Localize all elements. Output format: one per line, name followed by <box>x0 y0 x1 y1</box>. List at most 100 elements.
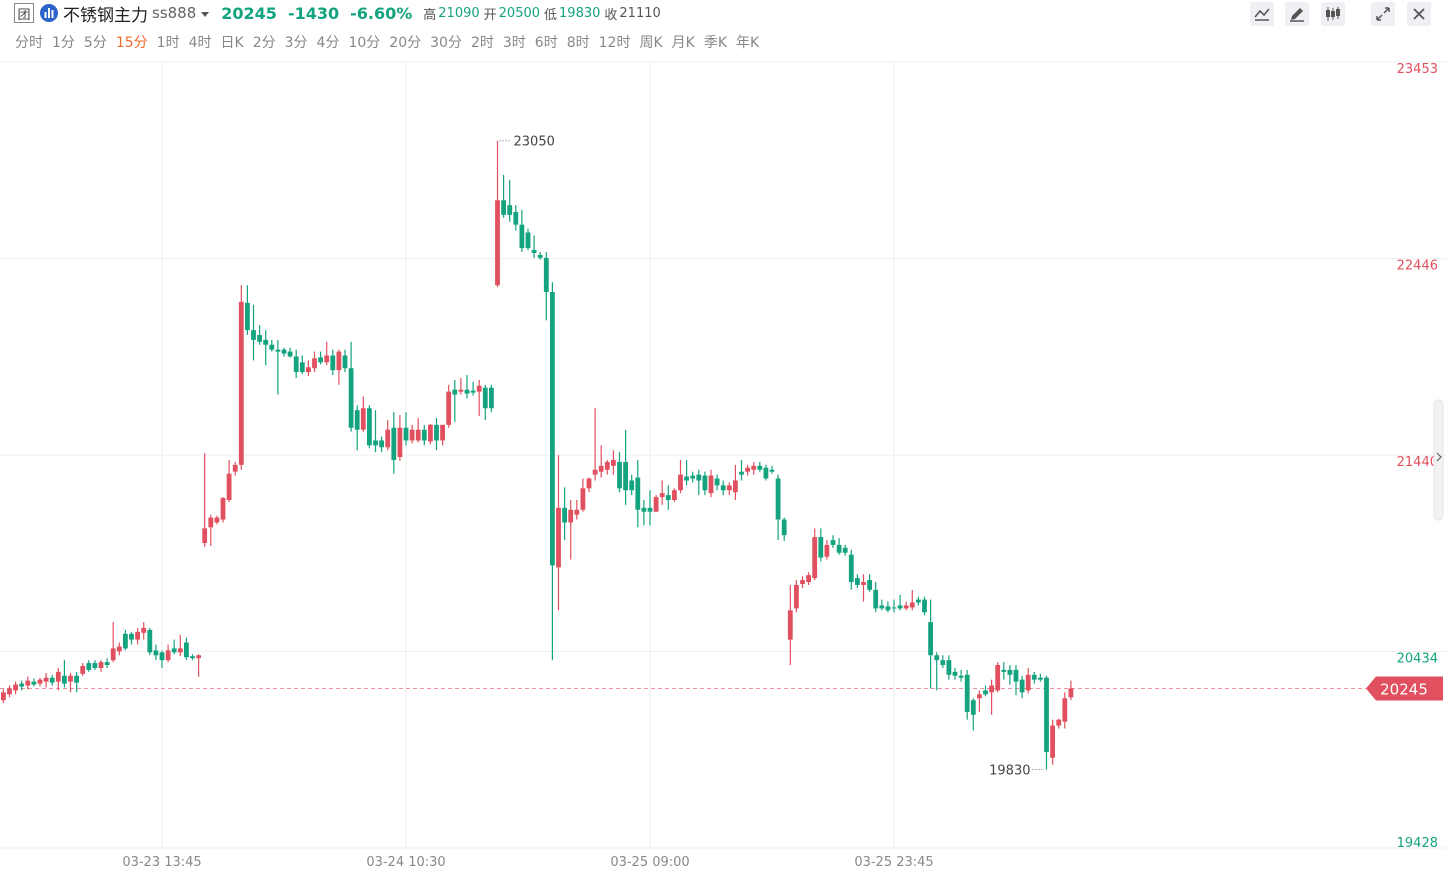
period-tab[interactable]: 月K <box>671 35 695 51</box>
candle-body <box>861 582 866 585</box>
y-tick-label: 23453 <box>1397 62 1438 77</box>
candle-body <box>769 469 775 472</box>
candle-body <box>202 528 208 543</box>
candle-body <box>257 335 262 342</box>
candle-body <box>550 292 555 566</box>
period-tab[interactable]: 分时 <box>15 35 43 51</box>
candle-body <box>1013 669 1019 682</box>
candle-body <box>702 475 708 491</box>
period-tab[interactable]: 4分 <box>316 35 340 51</box>
logo <box>40 4 58 22</box>
candle-body <box>806 575 811 583</box>
candle-body <box>665 495 671 501</box>
period-tab[interactable]: 年K <box>736 35 760 51</box>
candle-body <box>184 642 189 658</box>
period-tab[interactable]: 3分 <box>284 35 308 51</box>
period-tab[interactable]: 季K <box>703 35 728 51</box>
symbol-code[interactable]: ss888 <box>152 4 197 22</box>
period-tab[interactable]: 20分 <box>389 35 422 51</box>
candle-body <box>1062 698 1068 722</box>
period-tab[interactable]: 日K <box>220 35 244 51</box>
candle-body <box>330 355 336 371</box>
candle-body <box>232 464 238 472</box>
candle-body <box>574 509 580 515</box>
period-tab[interactable]: 5分 <box>83 35 107 51</box>
candle-body <box>251 330 256 340</box>
candle-body <box>80 665 86 674</box>
period-tab[interactable]: 2时 <box>470 35 494 51</box>
candle-body <box>598 465 604 472</box>
candle-body <box>482 387 488 409</box>
tool-button[interactable] <box>1321 2 1345 26</box>
candle-body <box>129 633 134 640</box>
candle-body <box>964 674 970 712</box>
candle-body <box>543 257 549 293</box>
period-tabs: 分时 1分 5分 15分 1时 4时 日K 2分 3分 4分 10分 20分 30分 2时 3时 6时 8时 12… <box>15 32 768 52</box>
period-tab[interactable]: 15分 <box>115 35 148 51</box>
candle-body <box>739 471 744 475</box>
period-tab[interactable]: 30分 <box>430 35 462 51</box>
candle-body <box>464 389 470 394</box>
candle-body <box>37 679 43 684</box>
candle-body <box>428 424 433 442</box>
candle-body <box>1031 674 1037 680</box>
candle-body <box>873 589 879 609</box>
close-button[interactable] <box>1407 2 1431 26</box>
candle-body <box>25 680 31 686</box>
candle-body <box>92 663 98 668</box>
price-tag-label: 20245 <box>1380 680 1428 698</box>
candle-body <box>519 224 525 249</box>
candle-body <box>855 578 860 585</box>
candle-body <box>306 367 311 373</box>
candle-body <box>159 652 165 661</box>
candle-body <box>556 507 561 568</box>
candle-body <box>238 301 244 465</box>
candle-body <box>775 478 781 520</box>
candle-body <box>19 683 25 687</box>
last-price: 20245 <box>221 3 277 23</box>
candle-body <box>318 357 323 363</box>
stat-value: 21090 <box>438 5 480 21</box>
low-marker: 19830 <box>989 763 1030 778</box>
high-marker: 23050 <box>514 135 555 150</box>
candle-body <box>879 605 885 609</box>
period-tab[interactable]: 1分 <box>52 35 75 51</box>
candle-body <box>647 507 653 512</box>
candle-body <box>940 660 946 666</box>
tool-button[interactable] <box>1371 2 1395 26</box>
candle-body <box>958 675 964 678</box>
tool-button[interactable] <box>1285 2 1309 26</box>
candle-body <box>891 607 897 609</box>
period-tab[interactable]: 12时 <box>598 35 631 51</box>
candle-body <box>476 385 482 392</box>
candle-body <box>720 485 726 491</box>
change: -1430 <box>287 3 340 23</box>
candle-body <box>751 465 757 470</box>
dropdown-caret[interactable] <box>201 11 210 17</box>
candle-body <box>1056 719 1062 726</box>
tool-button[interactable] <box>1250 2 1274 26</box>
candle-body <box>757 465 763 470</box>
period-tab[interactable]: 10分 <box>348 35 381 51</box>
candle-body <box>7 688 12 695</box>
candle-body <box>147 629 153 653</box>
candle-body <box>312 358 317 369</box>
candle-body <box>116 646 122 652</box>
period-tab[interactable]: 周K <box>639 35 663 51</box>
candle-body <box>104 662 110 666</box>
change-pct: -6.60% <box>350 3 413 23</box>
candle-body <box>684 476 689 481</box>
badge[interactable]: 团 <box>14 3 34 23</box>
candle-body <box>86 663 92 670</box>
period-tab[interactable]: 3时 <box>502 35 526 51</box>
candle-body <box>531 250 537 253</box>
period-tab[interactable]: 8时 <box>566 35 590 51</box>
period-tab[interactable]: 4时 <box>188 35 212 51</box>
period-tab[interactable]: 1时 <box>156 35 180 51</box>
candle-body <box>1050 725 1055 758</box>
period-tab[interactable]: 2分 <box>252 35 276 51</box>
candle-body <box>922 599 927 613</box>
candle-body <box>367 408 372 446</box>
period-tab[interactable]: 6时 <box>534 35 558 51</box>
